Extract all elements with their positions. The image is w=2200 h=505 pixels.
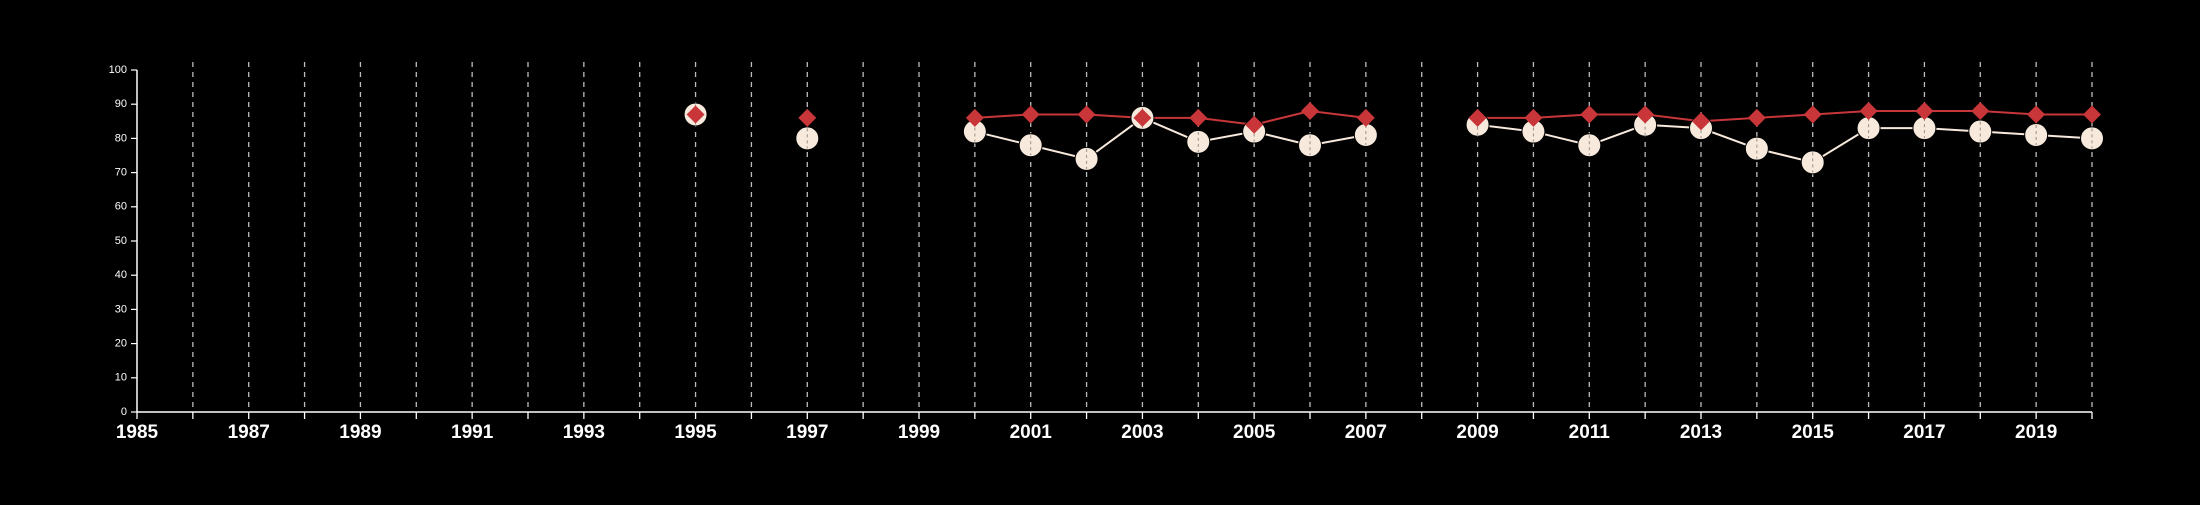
x-tick-label: 1993: [563, 422, 605, 443]
data-point-diamond: [1468, 108, 1487, 127]
data-point-circle: [1577, 133, 1602, 158]
x-tick-label: 2011: [1569, 422, 1611, 443]
x-tick-label: 1997: [786, 422, 828, 443]
data-point-circle: [1800, 150, 1825, 175]
x-tick-label: 1985: [116, 422, 159, 443]
data-point-diamond: [1524, 108, 1543, 127]
data-point-diamond: [1021, 105, 1040, 124]
data-point-circle: [1186, 129, 1211, 154]
data-point-diamond: [1189, 108, 1208, 127]
y-tick-label: 30: [115, 303, 127, 315]
gridlines: [192, 62, 2093, 412]
data-point-diamond: [1301, 102, 1319, 121]
data-point-diamond: [798, 108, 817, 127]
series: [683, 102, 2104, 175]
y-tick-label: 40: [115, 269, 127, 281]
x-tick-label: 2009: [1456, 422, 1498, 443]
x-tick-label: 1995: [674, 422, 717, 443]
y-tick-label: 10: [115, 372, 127, 384]
data-point-diamond: [1356, 108, 1375, 127]
data-point-diamond: [1133, 108, 1152, 127]
x-tick-label: 2019: [2015, 422, 2057, 443]
data-point-diamond: [1636, 105, 1655, 124]
data-point-circle: [795, 126, 820, 151]
data-point-diamond: [1803, 105, 1822, 124]
data-point-diamond: [1915, 102, 1934, 121]
series-line: [974, 110, 1366, 126]
y-tick-label: 50: [115, 235, 127, 247]
x-tick-label: 2007: [1345, 422, 1387, 443]
data-point-diamond: [1747, 108, 1766, 127]
data-point-circle: [2080, 126, 2104, 151]
x-tick-label: 2003: [1121, 422, 1163, 443]
data-point-diamond: [2027, 105, 2046, 124]
x-tick-label: 1989: [339, 422, 381, 443]
data-point-diamond: [1245, 115, 1264, 134]
data-point-diamond: [1859, 102, 1878, 121]
x-tick-label: 1991: [451, 422, 494, 443]
data-point-diamond: [1692, 112, 1710, 131]
data-point-circle: [1298, 133, 1322, 158]
x-tick-label: 2001: [1010, 422, 1053, 443]
data-point-diamond: [686, 105, 705, 124]
data-point-circle: [1018, 133, 1043, 158]
y-tick-label: 0: [121, 406, 127, 418]
x-tick-label: 2005: [1233, 422, 1276, 443]
x-tick-label: 1987: [228, 422, 270, 443]
y-tick-label: 70: [115, 167, 127, 179]
data-point-diamond: [1971, 102, 1990, 121]
y-tick-label: 80: [115, 132, 127, 144]
y-tick-label: 100: [109, 64, 127, 76]
data-point-circle: [1744, 136, 1769, 161]
x-tick-label: 2013: [1680, 422, 1722, 443]
data-point-diamond: [1580, 105, 1599, 124]
data-point-circle: [1074, 146, 1099, 171]
y-tick-label: 60: [115, 201, 127, 213]
y-tick-label: 90: [115, 98, 127, 110]
data-point-diamond: [1077, 105, 1096, 124]
x-tick-label: 2017: [1903, 422, 1945, 443]
series-line: [1477, 110, 2092, 123]
y-tick-label: 20: [115, 338, 127, 350]
axes: 0 10 20 30 40 50 60 70 80 90 100 1985 1987 1989 1991 19…: [109, 64, 2093, 443]
x-tick-label: 1999: [898, 422, 940, 443]
data-point-diamond: [965, 108, 984, 127]
data-point-diamond: [2083, 105, 2101, 124]
data-point-circle: [1968, 119, 1993, 144]
data-point-circle: [2024, 122, 2049, 147]
x-tick-label: 2015: [1792, 422, 1835, 443]
